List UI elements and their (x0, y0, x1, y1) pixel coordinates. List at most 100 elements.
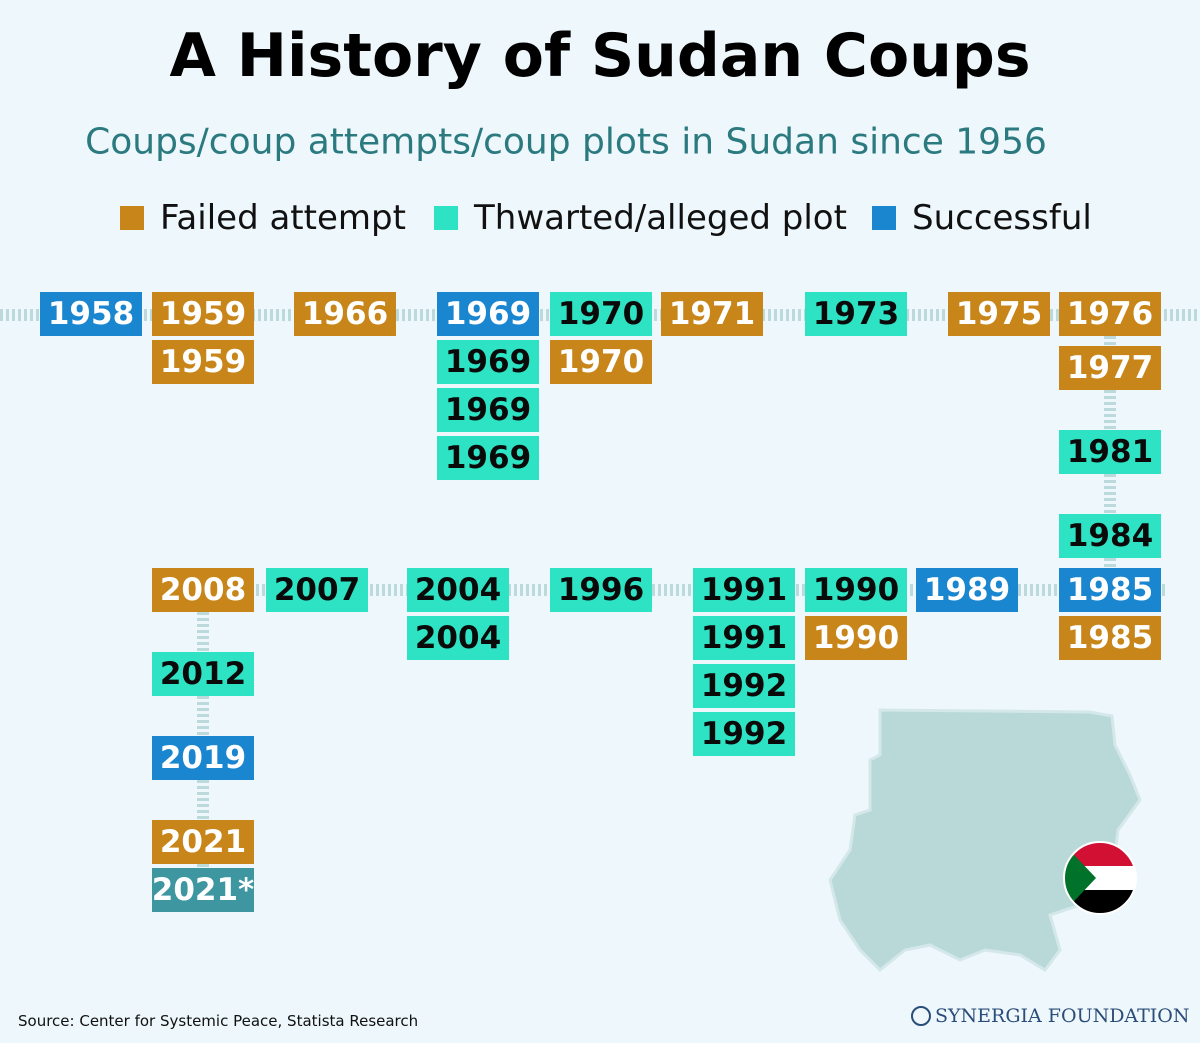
box-label: 1981 (1067, 434, 1153, 470)
logo: SYNERGIA FOUNDATION (935, 1005, 1190, 1027)
box-label: 1969 (445, 392, 531, 428)
coup-box: 1990 (805, 568, 907, 612)
box-label: 1970 (558, 344, 644, 380)
box-bg (661, 292, 763, 336)
box-bg (948, 292, 1050, 336)
logo-icon (911, 1006, 931, 1026)
coup-box: 2019 (152, 736, 254, 780)
box-bg (693, 568, 795, 612)
coup-box: 1976 (1059, 292, 1161, 336)
box-label: 1977 (1067, 350, 1153, 386)
box-bg (152, 868, 254, 912)
box-label: 2012 (160, 656, 246, 692)
box-label: 1992 (701, 716, 787, 752)
coup-box: 1973 (805, 292, 907, 336)
box-bg (916, 568, 1018, 612)
box-bg (437, 436, 539, 480)
box-label: 1991 (701, 620, 787, 656)
box-bg (1059, 568, 1161, 612)
coup-box: 1991 (693, 568, 795, 612)
coup-box: 2021* (152, 868, 255, 912)
box-label: 1959 (160, 296, 246, 332)
box-label: 2004 (415, 620, 501, 656)
box-bg (1059, 346, 1161, 390)
box-label: 2008 (160, 572, 246, 608)
legend-label: Failed attempt (160, 198, 406, 238)
coup-box: 1959 (152, 292, 254, 336)
box-label: 1996 (558, 572, 644, 608)
box-bg (437, 340, 539, 384)
legend: Failed attempt Thwarted/alleged plot Succe… (120, 198, 1092, 238)
sudan-map (828, 708, 1142, 973)
box-label: 1973 (813, 296, 899, 332)
box-bg (266, 568, 368, 612)
coup-box: 1958 (40, 292, 142, 336)
coup-box: 1992 (693, 712, 795, 756)
box-label: 1990 (813, 620, 899, 656)
box-bg (407, 568, 509, 612)
box-label: 2021 (160, 824, 246, 860)
box-label: 1990 (813, 572, 899, 608)
box-bg (693, 616, 795, 660)
coup-box: 1989 (916, 568, 1018, 612)
coup-box: 2012 (152, 652, 254, 696)
coup-box: 1969 (437, 340, 539, 384)
box-label: 1969 (445, 296, 531, 332)
legend-swatch (120, 206, 144, 230)
source: Source: Center for Systemic Peace, Stati… (18, 1012, 418, 1030)
box-bg (805, 568, 907, 612)
box-bg (407, 616, 509, 660)
coup-box: 1969 (437, 292, 539, 336)
coup-box: 1975 (948, 292, 1050, 336)
coup-box: 1970 (550, 292, 652, 336)
box-bg (550, 568, 652, 612)
box-label: 2004 (415, 572, 501, 608)
coup-box: 1970 (550, 340, 652, 384)
box-bg (152, 292, 254, 336)
box-bg (152, 652, 254, 696)
coup-box: 1990 (805, 616, 907, 660)
coup-box: 1985 (1059, 568, 1161, 612)
box-label: 1984 (1067, 518, 1153, 554)
box-bg (294, 292, 396, 336)
coup-box: 1969 (437, 436, 539, 480)
box-label: 1985 (1067, 572, 1153, 608)
coup-box: 1981 (1059, 430, 1161, 474)
coup-box: 2007 (266, 568, 368, 612)
box-bg (40, 292, 142, 336)
box-label: 1959 (160, 344, 246, 380)
coup-box: 1959 (152, 340, 254, 384)
box-label: 2021* (152, 872, 255, 908)
timeline: 1958 1959 1959 1966 1969 1969 1969 1969 1970 1970… (40, 292, 1161, 912)
coup-box: 1977 (1059, 346, 1161, 390)
box-bg (550, 292, 652, 336)
box-label: 2007 (274, 572, 360, 608)
legend-label: Thwarted/alleged plot (473, 198, 847, 238)
box-label: 1971 (669, 296, 755, 332)
box-label: 1966 (302, 296, 388, 332)
subtitle: Coups/coup attempts/coup plots in Sudan … (85, 122, 1047, 163)
box-bg (152, 736, 254, 780)
box-bg (437, 292, 539, 336)
box-bg (437, 388, 539, 432)
box-label: 1970 (558, 296, 644, 332)
box-bg (1059, 292, 1161, 336)
coup-box: 2004 (407, 568, 509, 612)
box-label: 1989 (924, 572, 1010, 608)
box-bg (693, 712, 795, 756)
coup-box: 1971 (661, 292, 763, 336)
coup-box: 1992 (693, 664, 795, 708)
box-bg (1059, 514, 1161, 558)
box-label: 1969 (445, 440, 531, 476)
box-label: 1976 (1067, 296, 1153, 332)
title: A History of Sudan Coups (169, 21, 1030, 91)
box-bg (152, 820, 254, 864)
box-bg (1059, 430, 1161, 474)
coup-box: 2004 (407, 616, 509, 660)
box-label: 1969 (445, 344, 531, 380)
coup-box: 2008 (152, 568, 254, 612)
coup-box: 1966 (294, 292, 396, 336)
box-bg (805, 616, 907, 660)
coup-box: 1996 (550, 568, 652, 612)
box-bg (152, 568, 254, 612)
